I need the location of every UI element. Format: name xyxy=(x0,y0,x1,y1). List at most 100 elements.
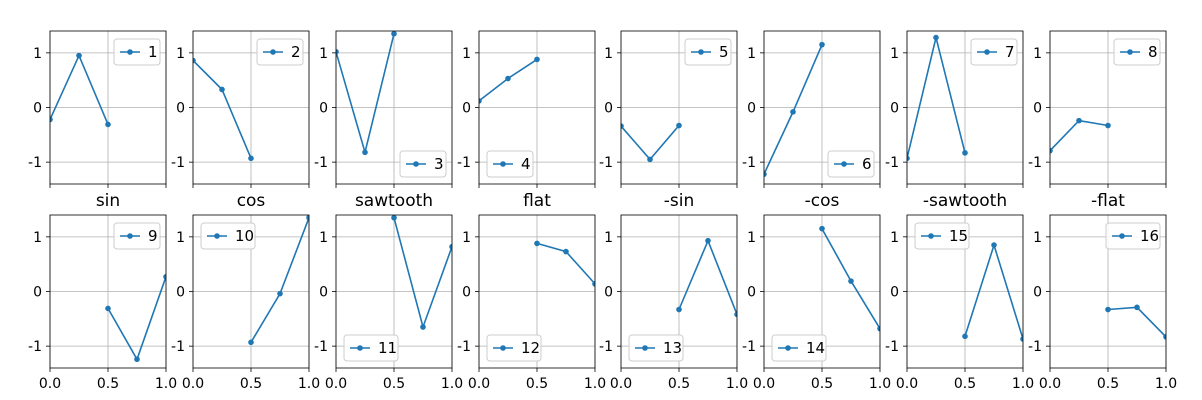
legend-box xyxy=(1105,222,1161,250)
legend-label: 14 xyxy=(806,339,825,357)
legend-marker xyxy=(928,233,934,239)
data-layer xyxy=(248,215,309,346)
subplot-title: -sin xyxy=(664,191,695,211)
data-point xyxy=(50,116,53,123)
legend-marker xyxy=(841,161,847,167)
legend-box xyxy=(486,334,542,362)
series-line xyxy=(393,217,452,330)
series-line xyxy=(193,59,252,159)
axes-frame xyxy=(906,214,1024,369)
data-point xyxy=(391,31,397,37)
y-tick-label: -1 xyxy=(171,339,185,355)
legend: 16 xyxy=(1105,222,1161,250)
x-tick-label: 1.0 xyxy=(584,376,606,392)
data-point xyxy=(248,155,254,162)
axes-frame xyxy=(620,30,738,185)
y-tick-label: 0 xyxy=(604,285,613,301)
legend: 1 xyxy=(113,38,161,66)
subplot-title: flat xyxy=(523,191,551,211)
subplot-13: -1 0 1 0.0 0.5 1.0 13 -sin xyxy=(599,191,748,392)
y-tick-label: 1 xyxy=(319,46,328,62)
series-line xyxy=(678,238,737,315)
legend-label: 5 xyxy=(719,43,729,61)
y-tick-label: 1 xyxy=(462,46,471,62)
data-point xyxy=(391,215,397,221)
axes-frame xyxy=(620,214,738,369)
data-point xyxy=(621,123,624,129)
y-tick-label: -1 xyxy=(28,155,42,171)
y-tick-label: 1 xyxy=(747,46,756,62)
x-tick-label: 0.5 xyxy=(668,376,690,392)
data-point xyxy=(563,248,569,255)
y-tick-label: 0 xyxy=(1033,101,1042,117)
y-tick-label: 1 xyxy=(1033,230,1042,246)
series-line xyxy=(907,37,966,159)
data-point xyxy=(764,171,767,177)
data-point xyxy=(1134,304,1140,311)
legend-box xyxy=(914,222,970,250)
y-tick-label: -1 xyxy=(599,339,613,355)
subplot-2: -1 0 1 2 xyxy=(171,30,310,188)
data-layer xyxy=(50,52,111,128)
subplot-7: -1 0 1 7 xyxy=(885,30,1024,188)
legend-label: 12 xyxy=(521,339,540,357)
y-tick-label: -1 xyxy=(885,155,899,171)
legend-label: 4 xyxy=(521,155,531,173)
data-point xyxy=(819,41,825,48)
data-layer xyxy=(479,56,540,104)
legend-label: 8 xyxy=(1148,43,1158,61)
data-layer xyxy=(621,122,682,163)
x-tick-label: 0.5 xyxy=(954,376,976,392)
legend-box xyxy=(200,222,256,250)
data-point xyxy=(479,98,482,104)
legend: 9 xyxy=(113,222,161,250)
y-tick-label: -1 xyxy=(314,339,328,355)
subplot-12: -1 0 1 0.0 0.5 1.0 12 flat xyxy=(457,191,606,392)
legend: 7 xyxy=(970,38,1018,66)
subplot-16: -1 0 1 0.0 0.5 1.0 16 -flat xyxy=(1028,191,1177,392)
y-tick-label: -1 xyxy=(742,339,756,355)
x-tick-label: 0.0 xyxy=(468,376,490,392)
data-point xyxy=(105,121,111,128)
data-point xyxy=(420,324,426,330)
legend-label: 13 xyxy=(663,339,682,357)
data-layer xyxy=(193,57,254,162)
y-tick-label: -1 xyxy=(171,155,185,171)
y-tick-label: -1 xyxy=(457,339,471,355)
data-point xyxy=(362,149,368,156)
legend-marker xyxy=(270,49,276,55)
legend: 12 xyxy=(486,334,542,362)
data-layer xyxy=(1105,304,1166,340)
data-layer xyxy=(391,215,452,330)
y-tick-label: 1 xyxy=(462,230,471,246)
y-tick-label: 1 xyxy=(176,230,185,246)
y-tick-label: 1 xyxy=(1033,46,1042,62)
data-point xyxy=(1020,336,1023,342)
y-tick-label: 0 xyxy=(33,285,42,301)
y-tick-label: 0 xyxy=(319,285,328,301)
legend: 3 xyxy=(399,150,447,178)
legend-marker xyxy=(698,49,704,55)
y-tick-label: 1 xyxy=(890,230,899,246)
x-tick-label: 0.5 xyxy=(811,376,833,392)
x-tick-label: 0.0 xyxy=(610,376,632,392)
x-tick-label: 0.0 xyxy=(325,376,347,392)
axes-frame xyxy=(1049,214,1167,369)
data-layer xyxy=(907,34,968,162)
axes-frame xyxy=(906,30,1024,185)
series-line xyxy=(336,33,395,156)
data-layer xyxy=(336,31,397,156)
axes-frame xyxy=(192,214,310,369)
y-tick-label: 1 xyxy=(33,230,42,246)
y-tick-label: 1 xyxy=(890,46,899,62)
legend-marker xyxy=(127,233,133,239)
data-layer xyxy=(819,225,880,332)
y-tick-label: 1 xyxy=(604,46,613,62)
data-point xyxy=(933,34,939,41)
x-tick-label: 0.5 xyxy=(383,376,405,392)
legend: 8 xyxy=(1113,38,1161,66)
x-tick-label: 0.0 xyxy=(1039,376,1061,392)
y-tick-label: 0 xyxy=(462,101,471,117)
legend-box xyxy=(343,334,399,362)
data-point xyxy=(534,56,540,63)
